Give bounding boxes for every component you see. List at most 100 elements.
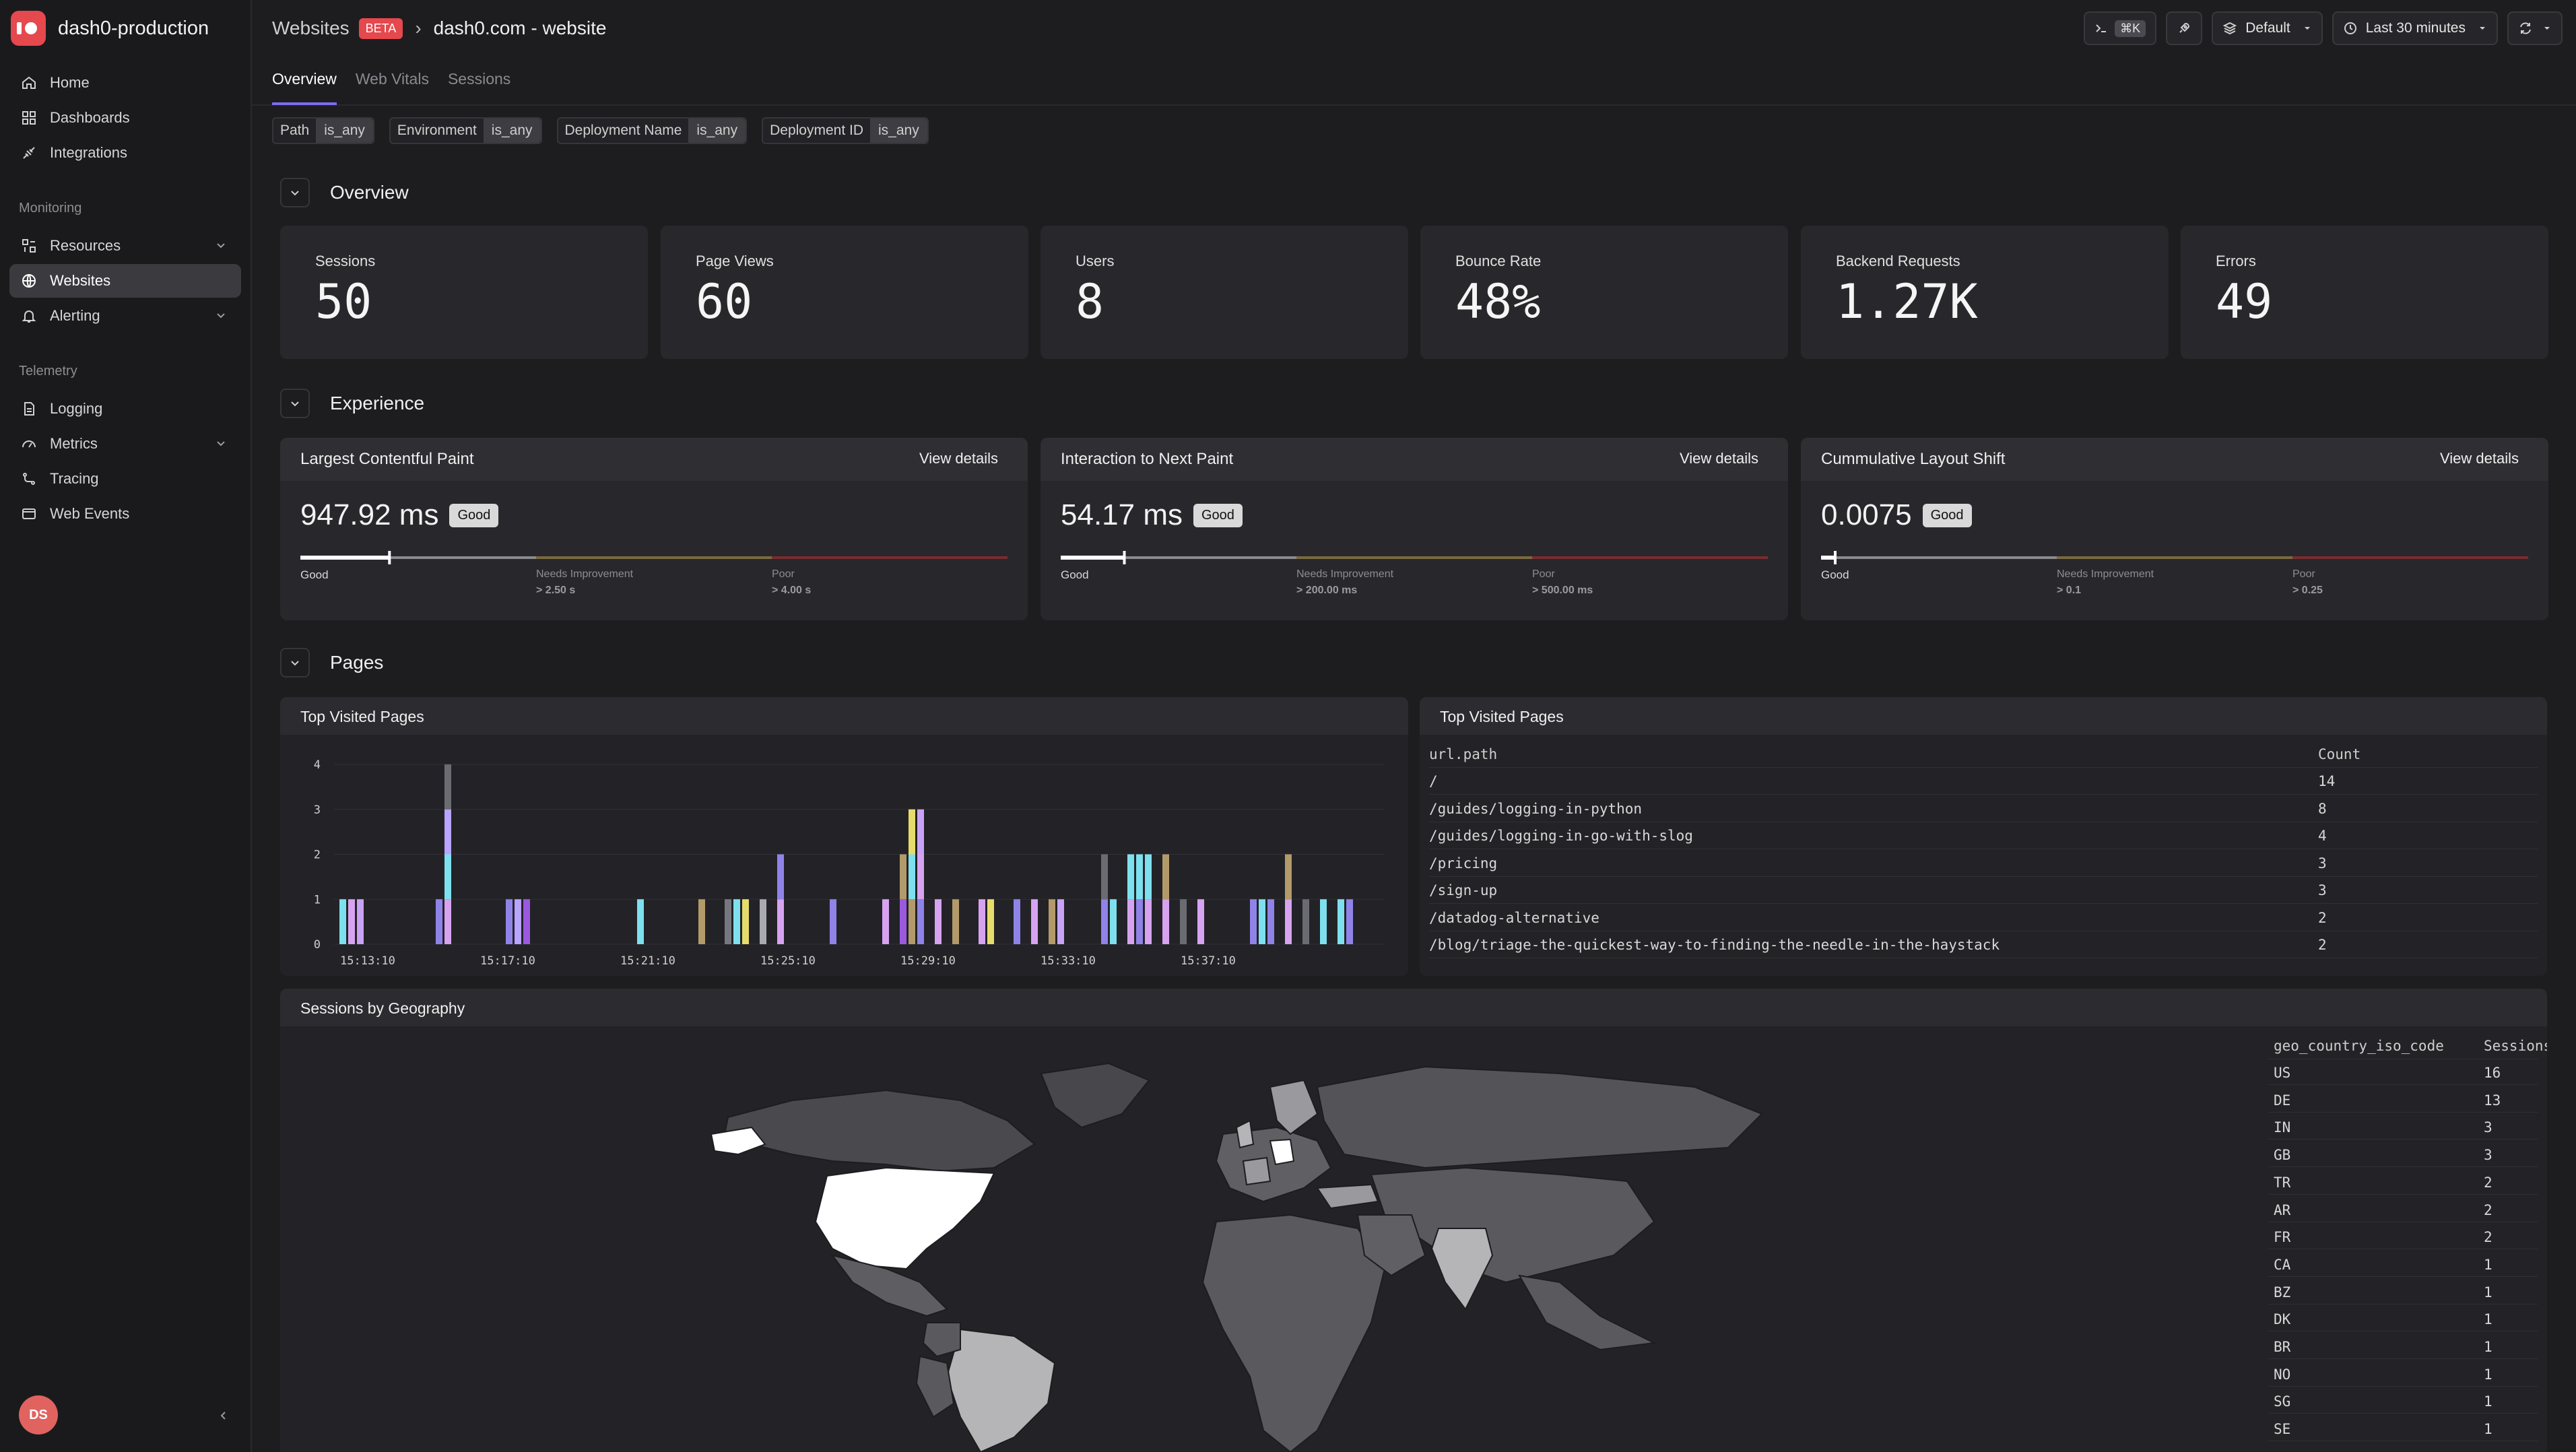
- chart-bar-segment[interactable]: [1337, 899, 1344, 944]
- chart-bar-segment[interactable]: [777, 854, 784, 900]
- chart-bar-segment[interactable]: [348, 899, 355, 944]
- dataset-select[interactable]: Default: [2212, 11, 2323, 45]
- country-russia[interactable]: [1316, 1065, 1763, 1169]
- table-row[interactable]: / 14: [1429, 767, 2538, 795]
- chart-bar-segment[interactable]: [1136, 854, 1143, 900]
- command-palette-button[interactable]: ⌘K: [2084, 11, 2157, 45]
- table-row[interactable]: /pricing 3: [1429, 849, 2538, 877]
- chart-bar-segment[interactable]: [909, 854, 915, 900]
- chart-bar-segment[interactable]: [444, 809, 451, 855]
- workspace-switcher[interactable]: dash0-production: [11, 9, 209, 47]
- collapse-pages-button[interactable]: [280, 648, 310, 678]
- breadcrumb-websites[interactable]: Websites: [272, 18, 350, 38]
- chart-bar-segment[interactable]: [1320, 899, 1327, 944]
- tab-overview[interactable]: Overview: [272, 70, 337, 105]
- chart-bar-segment[interactable]: [1145, 899, 1152, 944]
- chart-bar-segment[interactable]: [339, 899, 346, 944]
- country-france[interactable]: [1242, 1156, 1272, 1186]
- table-row[interactable]: BR 1: [2268, 1333, 2538, 1359]
- chart-bar-segment[interactable]: [436, 899, 442, 944]
- country-peru[interactable]: [915, 1355, 955, 1418]
- chart-bar-segment[interactable]: [357, 899, 364, 944]
- chart-bar-segment[interactable]: [1302, 899, 1309, 944]
- country-turkey[interactable]: [1316, 1183, 1379, 1210]
- chart-bar-segment[interactable]: [1285, 899, 1292, 944]
- country-india[interactable]: [1430, 1228, 1494, 1311]
- chart-bar-segment[interactable]: [1346, 899, 1353, 944]
- chart-bar-segment[interactable]: [733, 899, 740, 944]
- chart-bar-segment[interactable]: [742, 899, 749, 944]
- table-row[interactable]: /guides/logging-in-python 8: [1429, 795, 2538, 822]
- chevron-down-icon[interactable]: [214, 436, 228, 450]
- chevron-down-icon[interactable]: [214, 308, 228, 322]
- chart-bar-segment[interactable]: [979, 899, 985, 944]
- column-header-url-path[interactable]: url.path: [1429, 746, 1498, 762]
- sidebar-item-integrations[interactable]: Integrations: [9, 136, 241, 170]
- collapse-experience-button[interactable]: [280, 389, 310, 418]
- collapse-sidebar-icon[interactable]: [214, 1406, 233, 1425]
- chart-bar-segment[interactable]: [1250, 899, 1257, 944]
- chart-bar-segment[interactable]: [637, 899, 644, 944]
- sidebar-item-home[interactable]: Home: [9, 66, 241, 100]
- chart-bar-segment[interactable]: [444, 764, 451, 810]
- country-brazil[interactable]: [946, 1328, 1056, 1452]
- chart-bar-segment[interactable]: [1127, 899, 1134, 944]
- sidebar-item-logging[interactable]: Logging: [9, 392, 241, 426]
- chart-bar-segment[interactable]: [777, 899, 784, 944]
- view-details-link[interactable]: View details: [1680, 450, 1758, 467]
- table-row[interactable]: CA 1: [2268, 1251, 2538, 1277]
- table-row[interactable]: NO 1: [2268, 1360, 2538, 1387]
- column-header-sessions[interactable]: Sessions: [2484, 1038, 2547, 1054]
- table-row[interactable]: TR 2: [2268, 1168, 2538, 1195]
- avatar[interactable]: DS: [19, 1395, 58, 1434]
- country-southeast-asia[interactable]: [1518, 1274, 1657, 1351]
- chart-bar-segment[interactable]: [760, 899, 766, 944]
- refresh-button[interactable]: [2507, 11, 2563, 45]
- table-row[interactable]: BZ 1: [2268, 1278, 2538, 1305]
- country-mexico[interactable]: [830, 1254, 948, 1317]
- chart-bar-segment[interactable]: [444, 854, 451, 900]
- column-header-country-code[interactable]: geo_country_iso_code: [2274, 1038, 2444, 1054]
- table-row[interactable]: GB 3: [2268, 1141, 2538, 1168]
- chart-bar-segment[interactable]: [1101, 854, 1108, 900]
- chart-bar-segment[interactable]: [1267, 899, 1274, 944]
- chart-bar-segment[interactable]: [1136, 899, 1143, 944]
- table-row[interactable]: /guides/logging-in-go-with-slog 4: [1429, 822, 2538, 849]
- table-row[interactable]: FR 2: [2268, 1223, 2538, 1250]
- table-row[interactable]: DK 1: [2268, 1305, 2538, 1332]
- chart-bar-segment[interactable]: [506, 899, 513, 944]
- chart-bar-segment[interactable]: [900, 854, 906, 900]
- column-header-count[interactable]: Count: [2318, 746, 2361, 762]
- table-row[interactable]: IN 3: [2268, 1113, 2538, 1140]
- chart-bar-segment[interactable]: [1031, 899, 1038, 944]
- collapse-overview-button[interactable]: [280, 178, 310, 207]
- chart-bar-segment[interactable]: [909, 899, 915, 944]
- chart-bar-segment[interactable]: [1197, 899, 1204, 944]
- sidebar-item-web-events[interactable]: Web Events: [9, 497, 241, 531]
- filter-path[interactable]: Path is_any: [272, 117, 374, 144]
- chart-bar-segment[interactable]: [917, 854, 924, 900]
- sidebar-item-websites[interactable]: Websites: [9, 264, 241, 298]
- country-germany[interactable]: [1269, 1138, 1295, 1166]
- table-row[interactable]: /datadog-alternative 2: [1429, 904, 2538, 931]
- vital-marker[interactable]: [388, 551, 391, 564]
- chart-bar-segment[interactable]: [1145, 854, 1152, 900]
- chevron-down-icon[interactable]: [214, 238, 228, 252]
- country-africa[interactable]: [1201, 1214, 1386, 1452]
- settings-button[interactable]: [2166, 11, 2203, 45]
- chart-bar-segment[interactable]: [935, 899, 942, 944]
- table-row[interactable]: US 16: [2268, 1059, 2538, 1085]
- chart-bar-segment[interactable]: [1014, 899, 1020, 944]
- chart-bar-segment[interactable]: [1285, 854, 1292, 900]
- country-uk[interactable]: [1235, 1119, 1255, 1149]
- tab-sessions[interactable]: Sessions: [447, 70, 511, 88]
- country-alaska[interactable]: [710, 1126, 766, 1156]
- chart-bar-segment[interactable]: [1180, 899, 1187, 944]
- sidebar-item-resources[interactable]: Resources: [9, 229, 241, 263]
- view-details-link[interactable]: View details: [2440, 450, 2519, 467]
- chart-bar-segment[interactable]: [1259, 899, 1265, 944]
- chart-bar-segment[interactable]: [725, 899, 731, 944]
- chart-bar-segment[interactable]: [830, 899, 836, 944]
- sidebar-item-metrics[interactable]: Metrics: [9, 427, 241, 461]
- chart-bar-segment[interactable]: [1057, 899, 1064, 944]
